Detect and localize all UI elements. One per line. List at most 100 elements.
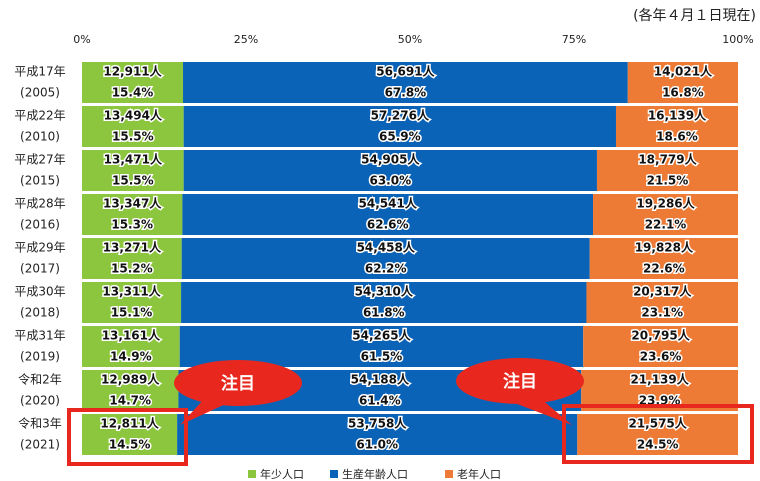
x-tick-label: 100% [722, 33, 753, 46]
count-label: 13,471人 [104, 152, 163, 167]
count-label: 54,310人 [355, 284, 414, 299]
count-label: 54,458人 [357, 240, 416, 255]
legend-swatch [248, 470, 256, 478]
bar-segment [82, 238, 182, 279]
bar-segment [181, 282, 587, 323]
callout-text: 注目 [221, 373, 255, 394]
bar-segment [82, 62, 184, 103]
category-label: 平成22年 [14, 109, 65, 123]
callout-tail [512, 398, 572, 425]
category-label: 令和3年 [18, 416, 62, 431]
legend-label: 生産年齢人口 [342, 467, 408, 481]
count-label: 54,905人 [361, 152, 420, 167]
value-label: 14.5% [109, 438, 151, 452]
count-label: 21,139人 [630, 372, 689, 387]
value-label: 18.6% [656, 130, 698, 144]
count-label: 54,188人 [351, 372, 410, 387]
legend-swatch [445, 470, 453, 478]
count-label: 12,911人 [103, 64, 162, 79]
value-label: 61.4% [359, 394, 401, 408]
value-label: 16.8% [662, 86, 704, 100]
count-label: 18,779人 [638, 152, 697, 167]
category-label: (2015) [20, 174, 60, 188]
count-label: 19,828人 [635, 240, 694, 255]
category-label: (2018) [20, 306, 60, 320]
bar-segment [82, 326, 180, 367]
category-label: (2005) [20, 86, 60, 100]
legend-label: 老年人口 [457, 467, 501, 481]
bar-segment [82, 370, 179, 411]
plot: 0% 25% 50% 75% 100% 平成17年 (2005) 12,911人 15.4% 56… [14, 33, 754, 455]
count-label: 12,989人 [101, 372, 160, 387]
count-label: 54,541人 [359, 196, 418, 211]
count-label: 57,276人 [371, 108, 430, 123]
category-label: 平成27年 [14, 153, 65, 167]
bar-segment [182, 194, 594, 235]
category-label: (2017) [20, 262, 60, 276]
callout [174, 360, 302, 406]
category-label: 令和2年 [18, 372, 62, 387]
legend-swatch [330, 470, 338, 478]
bar-segment [82, 282, 182, 323]
bar-segment [589, 238, 738, 279]
value-label: 62.6% [367, 218, 409, 232]
x-tick-label: 75% [562, 33, 586, 46]
category-label: 平成17年 [14, 65, 65, 79]
value-label: 23.6% [640, 350, 682, 364]
count-label: 13,161人 [102, 328, 161, 343]
category-label: 平成28年 [14, 197, 65, 211]
value-label: 61.8% [363, 306, 405, 320]
annotation: (各年４月１日現在) [633, 8, 756, 24]
count-label: 13,494人 [104, 108, 163, 123]
count-label: 16,139人 [648, 108, 707, 123]
value-label: 15.4% [112, 86, 154, 100]
value-label: 24.5% [637, 438, 679, 452]
value-label: 65.9% [379, 130, 421, 144]
bar-segment [82, 150, 184, 191]
bar-segment [586, 282, 738, 323]
count-label: 56,691人 [376, 64, 435, 79]
count-label: 21,575人 [628, 416, 687, 431]
count-label: 20,317人 [633, 284, 692, 299]
value-label: 14.9% [110, 350, 152, 364]
value-label: 61.5% [361, 350, 403, 364]
value-label: 15.2% [111, 262, 153, 276]
value-label: 63.0% [369, 174, 411, 188]
value-label: 62.2% [365, 262, 407, 276]
value-label: 67.8% [385, 86, 427, 100]
bar-segment [615, 106, 738, 147]
count-label: 19,286人 [636, 196, 695, 211]
value-label: 15.1% [111, 306, 153, 320]
legend: 年少人口 生産年齢人口 老年人口 [248, 467, 501, 481]
x-tick-label: 25% [234, 33, 258, 46]
bar-segment [627, 62, 738, 103]
x-tick-label: 0% [73, 33, 90, 46]
bar-segment [183, 150, 597, 191]
bar-segment [583, 326, 738, 367]
bar-segment [183, 62, 628, 103]
category-label: 平成30年 [14, 285, 65, 299]
bar-segment [181, 238, 590, 279]
x-tick-label: 50% [398, 33, 422, 46]
count-label: 12,811人 [100, 416, 159, 431]
highlight-box [67, 408, 188, 466]
category-label: 平成31年 [14, 329, 65, 343]
highlight-box [562, 404, 754, 464]
value-label: 15.5% [112, 174, 154, 188]
category-label: (2010) [20, 130, 60, 144]
value-label: 23.1% [641, 306, 683, 320]
value-label: 61.0% [356, 438, 398, 452]
legend-label: 年少人口 [260, 467, 304, 481]
category-label: (2020) [20, 394, 60, 408]
count-label: 53,758人 [348, 416, 407, 431]
category-label: 平成29年 [14, 241, 65, 255]
bar-segment [593, 194, 738, 235]
bar-segment [82, 194, 183, 235]
bar-segment [183, 106, 616, 147]
count-label: 20,795人 [631, 328, 690, 343]
value-label: 21.5% [647, 174, 689, 188]
value-label: 15.3% [111, 218, 153, 232]
count-label: 14,021人 [654, 64, 713, 79]
value-label: 14.7% [109, 394, 151, 408]
